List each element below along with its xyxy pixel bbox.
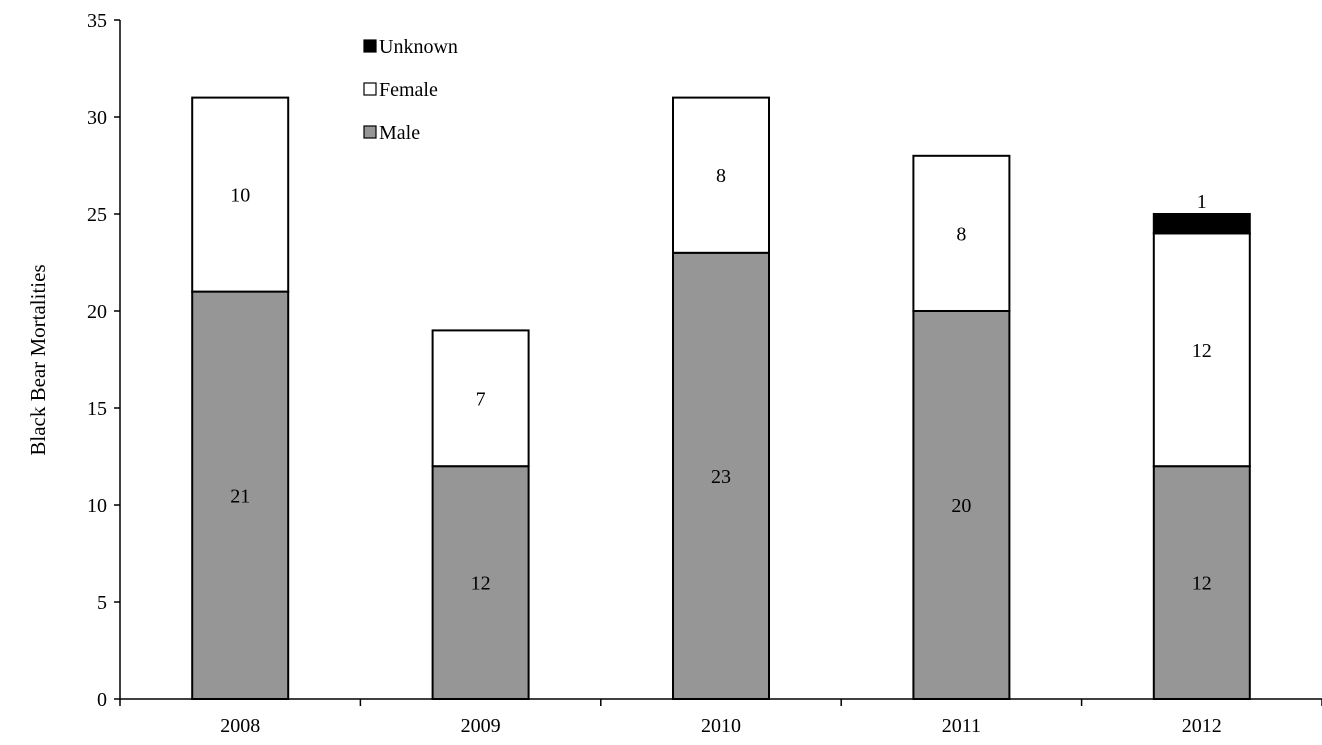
bars-layer (191, 96, 1251, 701)
y-tick-label-30: 30 (87, 107, 107, 129)
data-label-female-2012: 12 (1192, 340, 1212, 362)
data-label-male-2012: 12 (1192, 573, 1212, 595)
data-label-unknown-2012: 1 (1197, 191, 1207, 213)
data-label-female-2011: 8 (956, 223, 966, 245)
y-tick-label-10: 10 (87, 495, 107, 517)
legend-swatch-female (363, 82, 377, 96)
x-tick-label-2011: 2011 (942, 715, 981, 737)
legend-label-unknown: Unknown (379, 36, 458, 58)
bar-female-2010 (672, 96, 770, 254)
legend-swatch-male (363, 125, 377, 139)
y-tick-label-20: 20 (87, 301, 107, 323)
x-tick-label-2009: 2009 (461, 715, 501, 737)
legend-label-male: Male (379, 122, 420, 144)
data-label-male-2008: 21 (230, 485, 250, 507)
y-tick-label-25: 25 (87, 204, 107, 226)
bar-male-2008 (191, 290, 290, 700)
data-label-female-2008: 10 (230, 185, 250, 207)
bar-female-2011 (912, 154, 1011, 312)
x-tick-label-2012: 2012 (1182, 715, 1222, 737)
legend: Unknown Female Male (363, 36, 458, 144)
bar-female-2008 (191, 96, 290, 293)
data-label-male-2009: 12 (471, 573, 491, 595)
y-tick-label-5: 5 (97, 592, 107, 614)
bar-male-2010 (672, 251, 770, 701)
bar-female-2009 (431, 329, 530, 468)
y-tick-label-15: 15 (87, 398, 107, 420)
x-tick-label-2010: 2010 (701, 715, 741, 737)
legend-swatch-unknown (363, 39, 377, 53)
x-tick-label-2008: 2008 (220, 715, 260, 737)
y-axis-title: Black Bear Mortalities (26, 264, 50, 455)
data-label-female-2010: 8 (716, 165, 726, 187)
labels-layer: 21 10 12 7 23 8 20 8 12 12 1 (230, 165, 1212, 594)
data-label-male-2011: 20 (951, 495, 971, 517)
bar-unknown-2012 (1152, 213, 1251, 235)
y-tick-label-0: 0 (97, 689, 107, 711)
legend-label-female: Female (379, 79, 438, 101)
bar-female-2012 (1152, 232, 1251, 468)
data-label-female-2009: 7 (476, 388, 486, 410)
y-tick-label-35: 35 (87, 10, 107, 32)
data-label-male-2010: 23 (711, 466, 731, 488)
